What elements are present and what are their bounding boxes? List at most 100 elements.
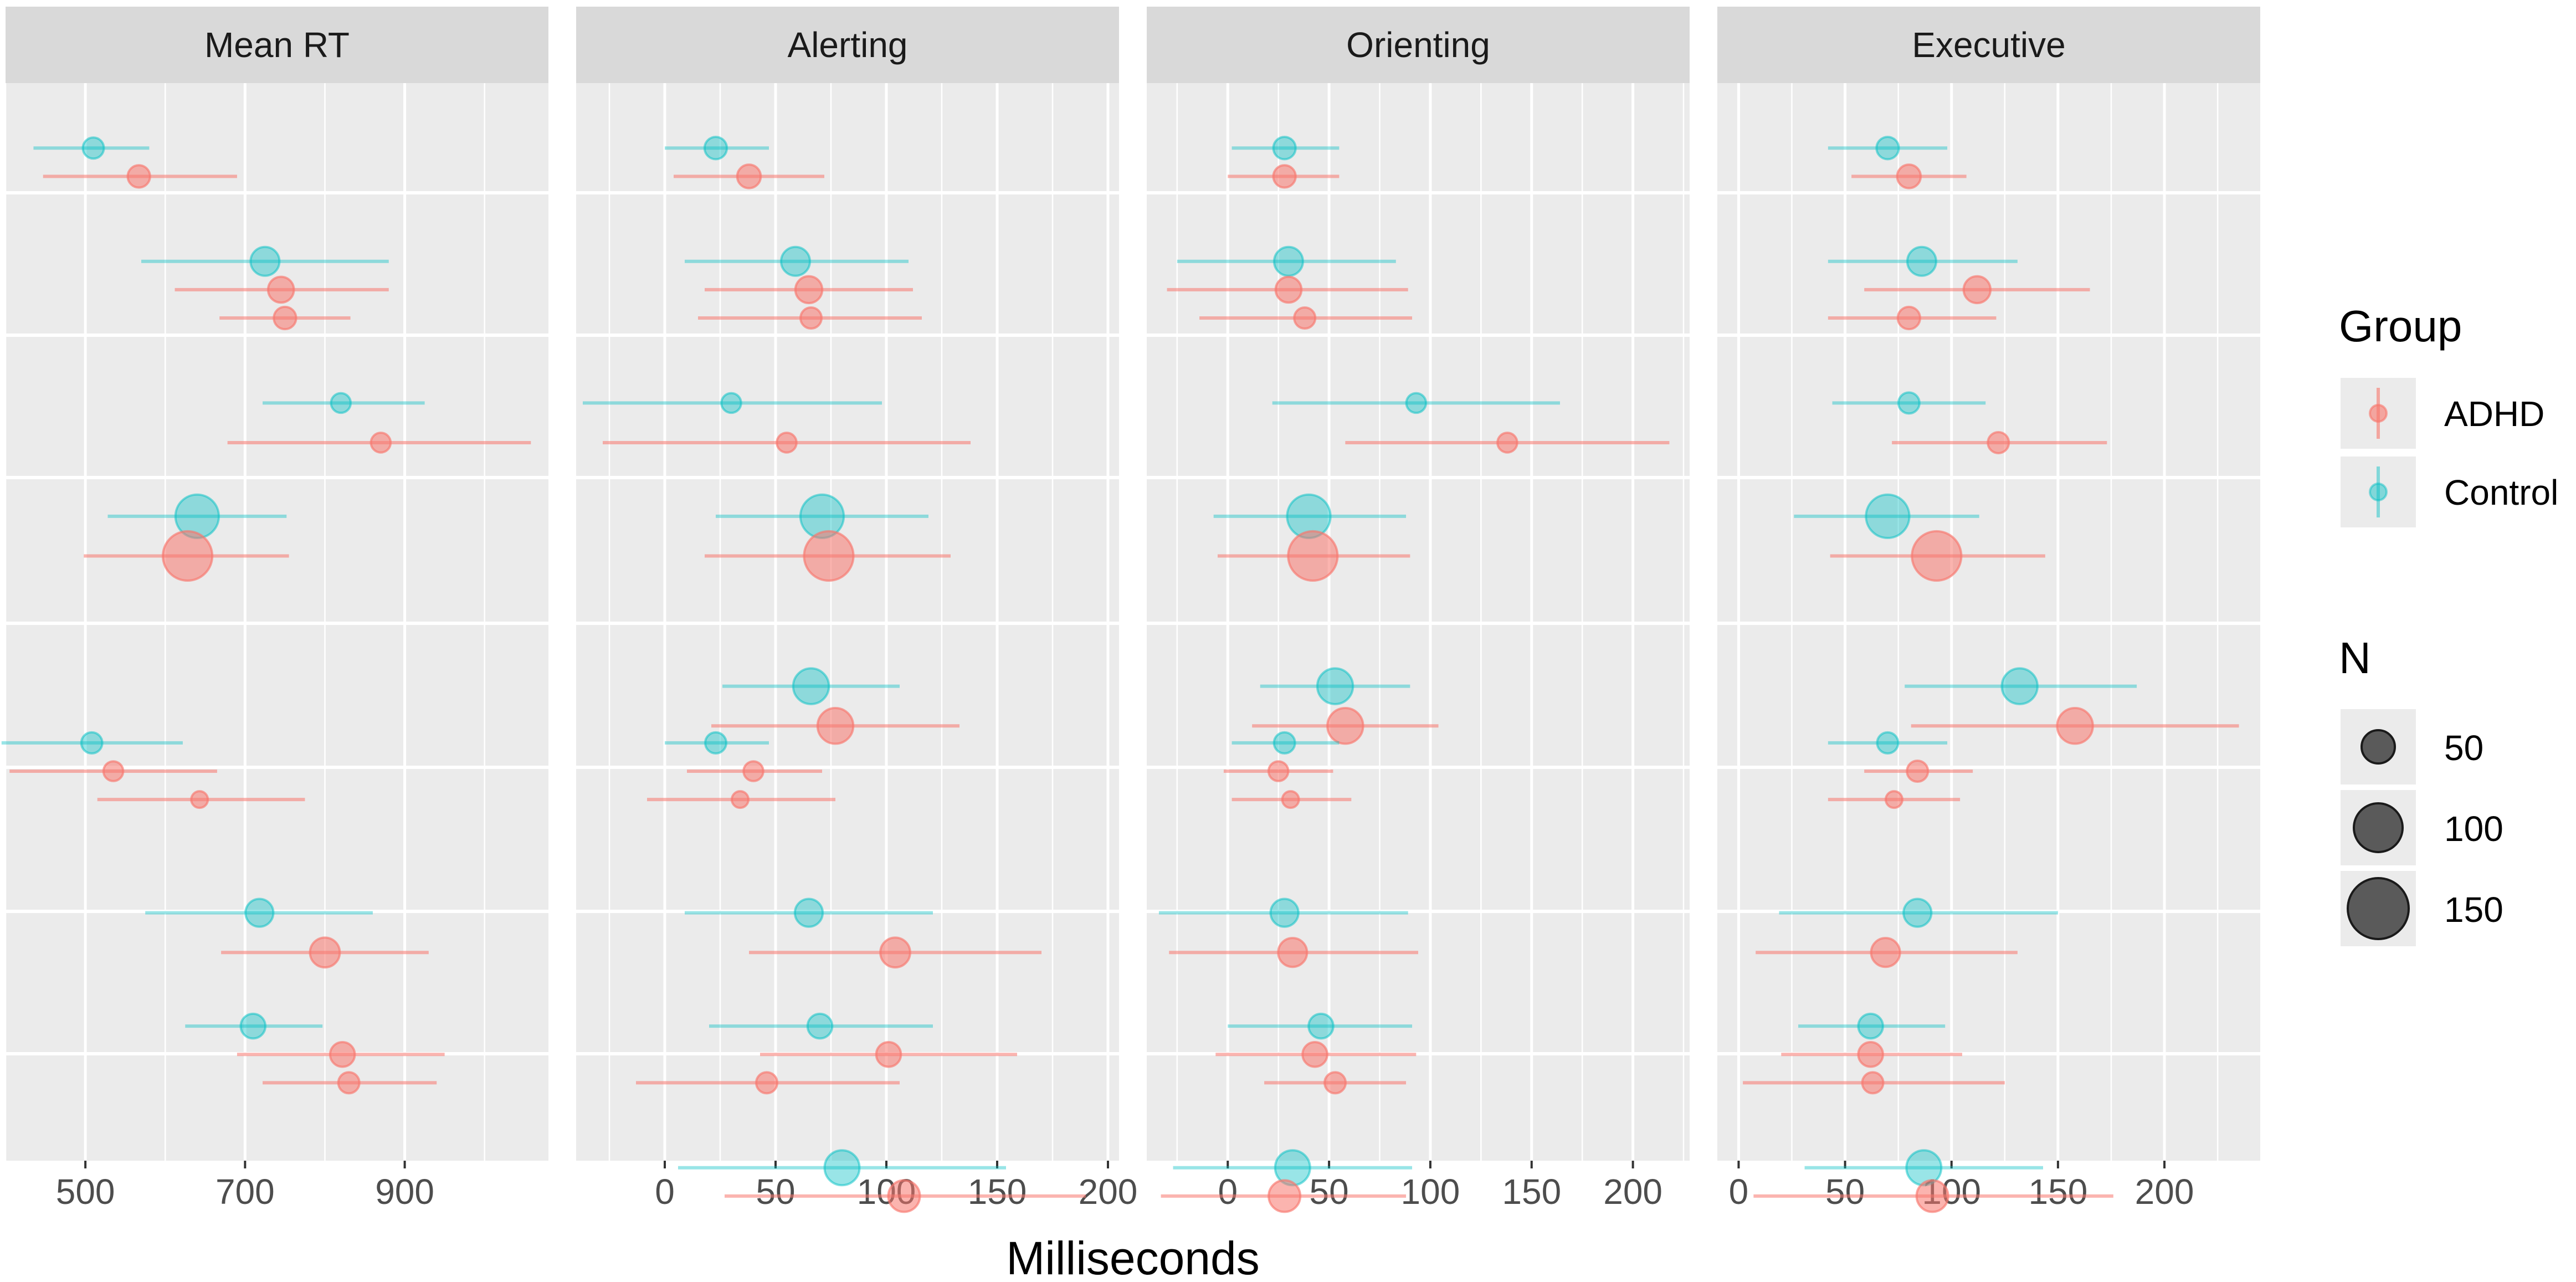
x-tick-label: 200: [2135, 1172, 2194, 1212]
point-adhd: [1326, 706, 1364, 745]
point-adhd: [803, 530, 855, 582]
legend-label-n150: 150: [2444, 890, 2503, 930]
point-adhd: [742, 760, 764, 782]
point-adhd: [794, 275, 824, 305]
point-adhd: [102, 760, 125, 782]
point-control: [239, 1012, 267, 1040]
point-adhd: [879, 936, 911, 969]
point-control: [1875, 136, 1900, 161]
x-tick-label: 150: [1502, 1172, 1561, 1212]
point-control: [703, 136, 728, 161]
facet-strip-label: Executive: [1912, 25, 2065, 65]
point-control: [1906, 245, 1937, 277]
point-control: [1897, 391, 1921, 415]
x-tick-label: 150: [2029, 1172, 2088, 1212]
facet-strip-label: Orienting: [1346, 25, 1490, 65]
facet-strip: [6, 7, 548, 83]
legend-label-n50: 50: [2444, 728, 2483, 768]
point-adhd: [337, 1071, 361, 1095]
legend-item-n50: 50: [2341, 709, 2483, 784]
facet-orienting: Orienting 0 50 100 150 200: [1147, 7, 1690, 1213]
x-tick-label: 50: [756, 1172, 795, 1212]
legend-item-control: Control: [2341, 457, 2558, 527]
legend-item-n150: 150: [2341, 871, 2503, 946]
point-adhd: [1896, 305, 1922, 331]
point-adhd: [1281, 790, 1300, 809]
point-control: [779, 245, 812, 277]
point-adhd: [1323, 1071, 1347, 1095]
point-control: [1865, 493, 1911, 540]
point-control: [330, 392, 352, 414]
point-adhd: [1896, 163, 1922, 189]
x-axis-title: Milliseconds: [1006, 1232, 1260, 1282]
point-control: [806, 1012, 834, 1040]
point-control: [1857, 1012, 1884, 1040]
x-tick-label: 50: [1310, 1172, 1349, 1212]
facet-strip-label: Alerting: [788, 25, 908, 65]
point-adhd: [887, 1179, 921, 1213]
x-tick-label: 100: [1401, 1172, 1460, 1212]
point-control: [1902, 898, 1933, 928]
point-adhd: [1962, 275, 1992, 305]
point-adhd: [736, 163, 762, 189]
point-adhd: [126, 164, 151, 189]
x-tick-label: 0: [1729, 1172, 1749, 1212]
x-tick-label: 900: [375, 1172, 434, 1212]
point-control: [81, 136, 105, 160]
point-control: [249, 245, 281, 277]
legend: Group ADHD Control N 50 100 150: [2339, 301, 2558, 946]
point-control: [704, 731, 727, 755]
point-adhd: [1277, 937, 1308, 968]
x-tick-label: 200: [1079, 1172, 1138, 1212]
facet-strip-label: Mean RT: [204, 25, 350, 65]
point-control: [80, 731, 104, 755]
point-adhd: [755, 1071, 778, 1095]
legend-size-title: N: [2339, 633, 2371, 683]
x-tick-label: 0: [655, 1172, 675, 1212]
facet-mean-rt: Mean RT 500 700 900: [1, 7, 548, 1212]
legend-item-n100: 100: [2341, 790, 2503, 865]
point-adhd: [1906, 760, 1930, 783]
point-control: [244, 898, 275, 928]
x-tick-label: 500: [56, 1172, 115, 1212]
point-adhd: [1857, 1040, 1884, 1068]
point-adhd: [266, 275, 295, 304]
point-adhd: [1274, 275, 1303, 304]
point-control: [1316, 667, 1354, 705]
point-adhd: [2056, 706, 2094, 745]
facet-strip: [576, 7, 1119, 83]
point-control: [720, 392, 742, 414]
point-adhd: [1268, 1179, 1302, 1213]
point-adhd: [1496, 432, 1518, 454]
point-adhd: [329, 1040, 356, 1068]
point-control: [1269, 898, 1300, 928]
x-tick-label: 150: [968, 1172, 1027, 1212]
point-adhd: [776, 432, 798, 454]
point-adhd: [1287, 530, 1339, 582]
legend-key-control: [2341, 457, 2416, 527]
point-adhd: [370, 432, 392, 454]
point-adhd: [1915, 1179, 1949, 1213]
point-adhd: [799, 306, 823, 330]
point-control: [1272, 136, 1297, 161]
point-adhd: [1870, 937, 1901, 968]
legend-item-adhd: ADHD: [2341, 378, 2544, 449]
legend-key-adhd-dot: [2369, 404, 2388, 423]
point-adhd: [1884, 790, 1904, 809]
facet-strip: [1717, 7, 2260, 83]
point-control: [1876, 731, 1900, 755]
legend-dot-n150: [2347, 877, 2410, 940]
legend-label-n100: 100: [2444, 809, 2503, 849]
point-adhd: [816, 706, 855, 745]
point-control: [1405, 392, 1428, 414]
point-adhd: [1267, 760, 1290, 782]
legend-dot-n100: [2353, 802, 2404, 853]
point-adhd: [162, 530, 214, 582]
point-adhd: [1301, 1040, 1328, 1068]
x-tick-label: 700: [215, 1172, 275, 1212]
facet-strip: [1147, 7, 1690, 83]
